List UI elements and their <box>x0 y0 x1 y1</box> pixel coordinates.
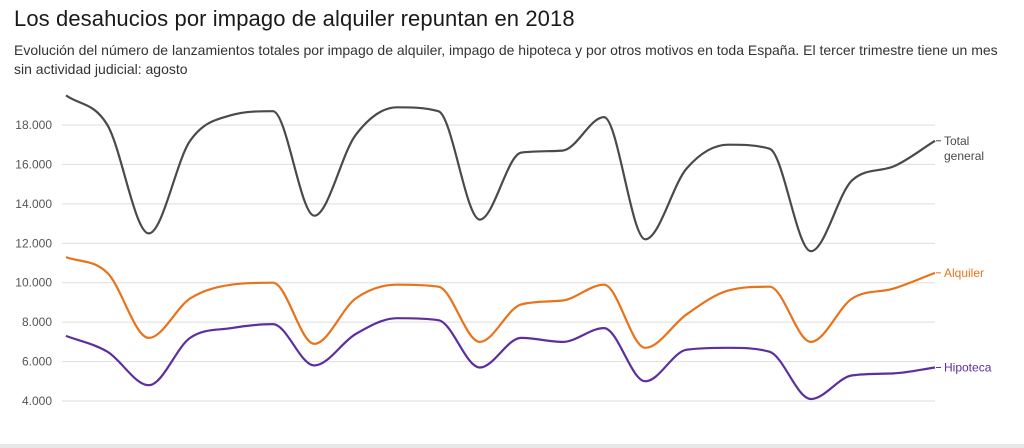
y-axis-ticks: 4.000 6.000 8.000 10.000 12.000 14.000 16.000 1… <box>15 118 52 408</box>
bottom-divider <box>0 444 1024 448</box>
series-line-total-general <box>65 94 936 253</box>
chart-title: Los desahucios por impago de alquiler re… <box>14 6 575 31</box>
series-label-hipoteca: Hipoteca <box>944 360 992 374</box>
series-line-hipoteca <box>65 317 936 401</box>
chart-subtitle: Evolución del número de lanzamientos tot… <box>14 42 998 77</box>
y-tick-label: 14.000 <box>15 197 52 211</box>
y-tick-label: 8.000 <box>22 315 52 329</box>
series-label-alquiler: Alquiler <box>944 266 984 280</box>
series-label-total-general: Total general <box>944 134 984 163</box>
series-lines <box>65 94 936 401</box>
y-tick-label: 6.000 <box>22 355 52 369</box>
y-tick-label: 12.000 <box>15 236 52 250</box>
y-tick-label: 16.000 <box>15 157 52 171</box>
y-tick-label: 4.000 <box>22 394 52 408</box>
series-line-alquiler <box>65 256 936 349</box>
series-labels: Total general Alquiler Hipoteca <box>936 134 992 374</box>
y-tick-label: 18.000 <box>15 118 52 132</box>
gridlines <box>62 124 935 402</box>
y-tick-label: 10.000 <box>15 276 52 290</box>
